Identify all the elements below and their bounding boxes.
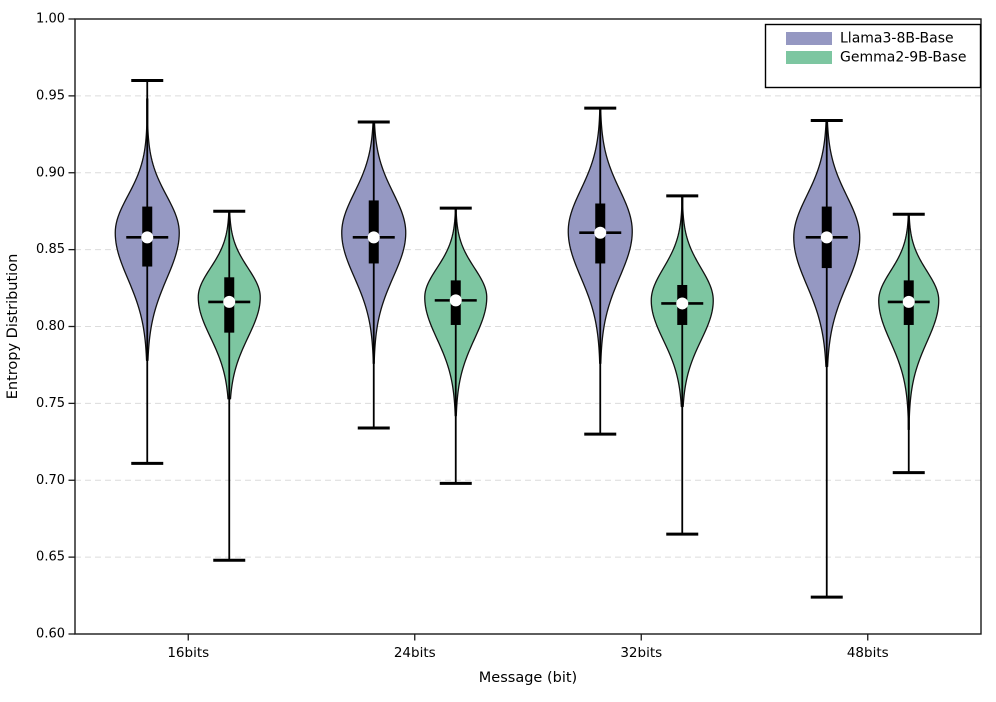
median-dot <box>676 297 689 310</box>
y-tick-label: 0.85 <box>36 242 65 257</box>
violin-stats-llama3-8b-base-16bits <box>126 79 169 465</box>
x-tick-label-32bits: 32bits <box>620 645 662 661</box>
legend: Llama3-8B-Base Gemma2-9B-Base <box>764 23 982 89</box>
violin-stats-llama3-8b-base-24bits <box>352 120 395 430</box>
x-tick-label-16bits: 16bits <box>167 645 209 661</box>
legend-swatch-llama3-8b-base <box>786 32 832 45</box>
violins <box>114 79 940 599</box>
y-tick-label: 0.65 <box>36 550 65 565</box>
y-axis-label: Entropy Distribution <box>5 254 21 400</box>
median-dot <box>223 295 236 308</box>
median-dot <box>594 226 607 239</box>
y-tick-label: 0.60 <box>36 627 65 642</box>
y-tick-label: 0.70 <box>36 473 65 488</box>
legend-label-llama3-8b-base: Llama3-8B-Base <box>840 31 954 47</box>
axes: 0.60 0.65 0.70 0.75 0.80 0.85 0.90 0.95 1.00 16bi… <box>36 12 982 661</box>
violin-stats-llama3-8b-base-32bits <box>579 106 622 436</box>
violin-stats-gemma2-9b-base-32bits <box>661 194 704 536</box>
violin-stats-llama3-8b-base-48bits <box>805 118 848 599</box>
median-dot <box>367 231 380 244</box>
y-tick-label: 0.90 <box>36 165 65 180</box>
median-dot <box>141 231 154 244</box>
violin-stats-gemma2-9b-base-16bits <box>208 209 251 562</box>
legend-swatch-gemma2-9b-base <box>786 51 832 64</box>
x-tick-label-48bits: 48bits <box>847 645 889 661</box>
y-tick-label: 1.00 <box>36 12 65 27</box>
median-dot <box>449 294 462 307</box>
y-tick-label: 0.75 <box>36 396 65 411</box>
y-tick-label: 0.95 <box>36 88 65 103</box>
x-axis-label: Message (bit) <box>479 670 577 686</box>
violin-stats-gemma2-9b-base-48bits <box>887 212 930 475</box>
legend-label-gemma2-9b-base: Gemma2-9B-Base <box>840 50 966 66</box>
y-tick-label: 0.80 <box>36 319 65 334</box>
x-tick-label-24bits: 24bits <box>394 645 436 661</box>
median-dot <box>902 295 915 308</box>
violin-stats-gemma2-9b-base-24bits <box>434 206 477 485</box>
median-dot <box>820 231 833 244</box>
